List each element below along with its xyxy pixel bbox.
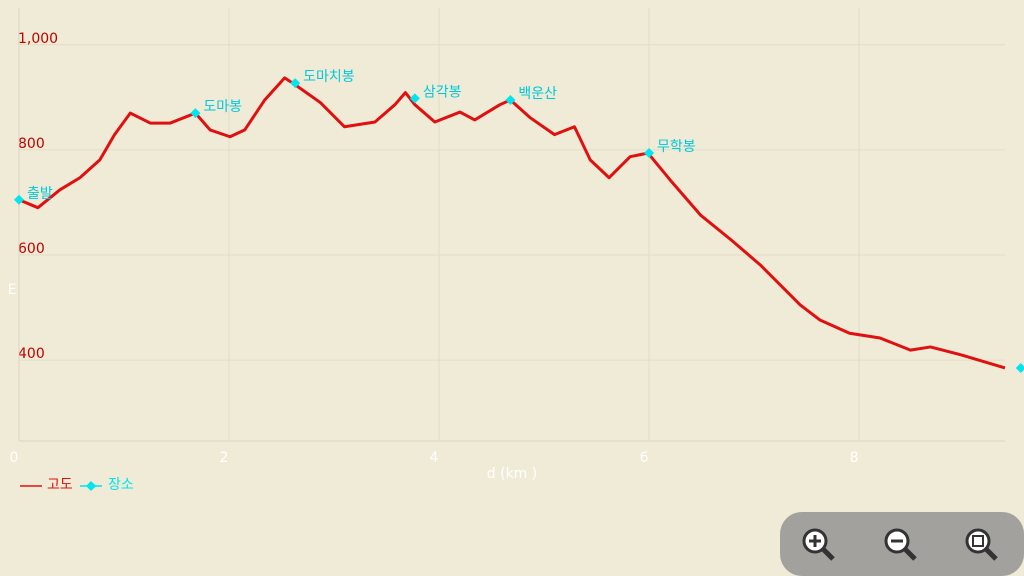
y-tick-label: 800	[18, 136, 45, 152]
x-tick-label: 6	[640, 450, 649, 466]
place-marker	[1015, 362, 1024, 373]
place-marker	[190, 108, 201, 119]
x-tick-label: 2	[220, 450, 229, 466]
legend-marker	[86, 481, 96, 491]
place-label: 도마봉	[203, 99, 242, 115]
zoom-out-button[interactable]	[884, 528, 917, 561]
x-tick-label: 0	[10, 450, 19, 466]
legend-label: 고도	[47, 477, 73, 493]
place-marker	[409, 93, 420, 104]
place-label: 삼각봉	[423, 84, 462, 100]
place-marker	[644, 148, 655, 159]
place-marker	[505, 94, 516, 105]
place-marker	[290, 78, 301, 89]
elevation-line	[18, 76, 1006, 370]
x-tick-label: 8	[850, 450, 859, 466]
place-label: 무학봉	[657, 139, 696, 155]
zoom-fit-button[interactable]	[965, 528, 998, 561]
y-axis-label: E	[8, 282, 17, 298]
x-tick-label: 4	[430, 450, 439, 466]
place-marker	[14, 194, 24, 205]
zoom-controls	[780, 512, 1024, 576]
y-tick-label: 1,000	[18, 31, 58, 47]
x-axis-label: d (km )	[487, 466, 537, 482]
place-label: 백운산	[518, 86, 557, 102]
y-tick-label: 600	[18, 241, 45, 257]
place-label: 도마치봉	[303, 69, 355, 85]
place-label: 출발	[27, 186, 53, 202]
zoom-in-button[interactable]	[802, 528, 835, 561]
y-tick-label: 400	[18, 346, 45, 362]
legend-label: 장소	[108, 477, 134, 493]
